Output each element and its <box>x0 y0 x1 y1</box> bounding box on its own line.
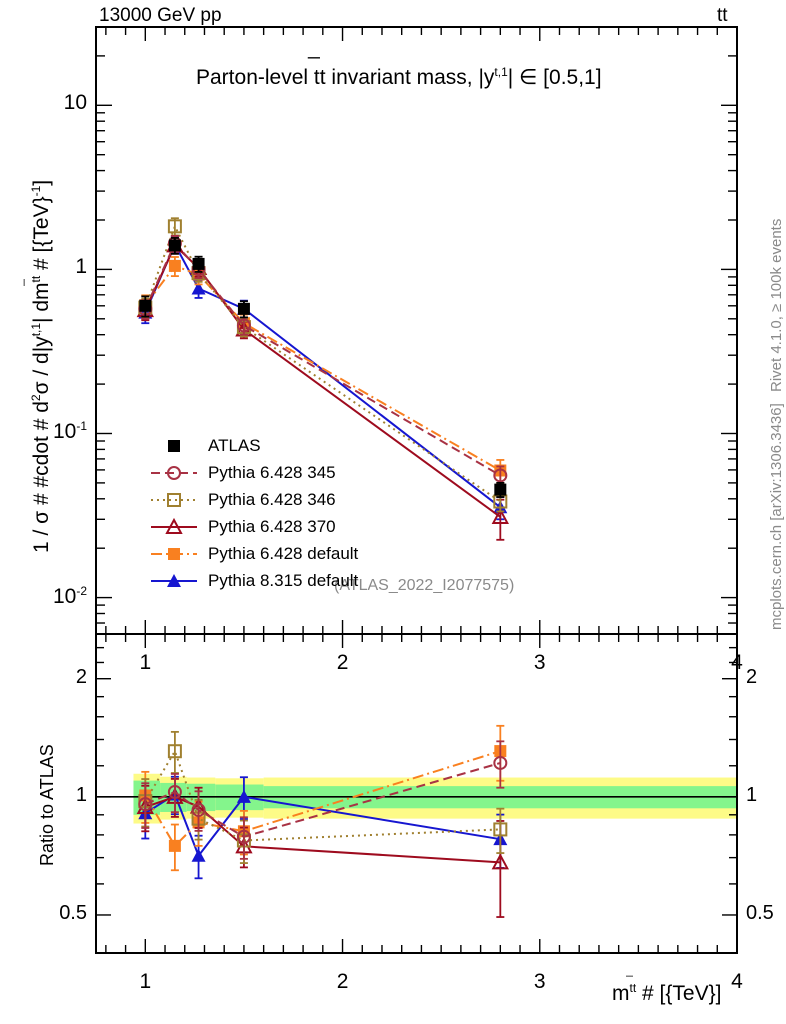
header-right-ttbar: ̅tt <box>717 5 728 26</box>
legend-label: Pythia 8.315 default <box>208 571 359 590</box>
data-marker <box>168 839 181 852</box>
data-marker <box>191 281 206 295</box>
data-marker <box>168 547 180 560</box>
data-marker <box>167 219 182 234</box>
data-marker <box>167 492 181 507</box>
data-marker <box>493 755 508 770</box>
data-marker <box>167 465 181 480</box>
main-series-group <box>136 217 509 541</box>
ratio-y-tick-label: 0.5 <box>59 901 87 924</box>
data-marker <box>168 439 180 452</box>
x-tick-label: 2 <box>336 651 349 674</box>
ratio-panel-frame <box>95 633 738 954</box>
data-marker <box>168 239 181 252</box>
data-marker <box>236 829 251 844</box>
data-marker <box>167 784 182 799</box>
legend-swatch <box>150 543 198 565</box>
ratio-x-tick-label: 1 <box>139 970 152 993</box>
x-tick-label: 4 <box>731 651 743 674</box>
legend-swatch <box>150 462 198 484</box>
data-marker <box>191 848 206 862</box>
legend-swatch <box>150 489 198 511</box>
ratio-series-line <box>144 748 501 842</box>
y-tick-label: 10 <box>63 91 87 115</box>
data-marker <box>165 517 183 534</box>
data-marker <box>491 853 509 870</box>
legend-item-3: Pythia 6.428 370 <box>150 513 358 540</box>
data-marker <box>236 789 251 803</box>
legend-swatch <box>150 570 198 592</box>
data-marker <box>192 257 205 270</box>
plot-title: Parton-level ̅tt invariant mass, |yt,1| … <box>196 65 602 89</box>
y-tick-label: 10-1 <box>52 419 87 444</box>
watermark-label: (ATLAS_2022_I2077575) <box>334 577 515 594</box>
ratio-y-tick-label-right: 0.5 <box>746 901 774 924</box>
ratio-y-tick-label: 2 <box>75 665 87 688</box>
data-marker <box>491 507 509 524</box>
data-marker <box>493 822 508 837</box>
data-marker <box>167 744 182 759</box>
x-tick-label: 1 <box>139 651 152 674</box>
x-axis-label: m̅tt # [{TeV}] <box>612 981 722 1005</box>
ratio-series-group <box>136 724 509 918</box>
legend-label: Pythia 6.428 345 <box>208 463 336 482</box>
legend-item-0: ATLAS <box>150 432 358 459</box>
legend-item-2: Pythia 6.428 346 <box>150 486 358 513</box>
data-marker <box>167 573 181 587</box>
y-tick-label: 10-2 <box>52 583 87 608</box>
header-left: 13000 GeV pp <box>99 5 222 26</box>
data-marker <box>494 483 507 496</box>
data-marker <box>138 797 153 812</box>
legend-label: Pythia 6.428 346 <box>208 490 336 509</box>
ratio-y-tick-label: 1 <box>75 783 87 806</box>
x-tick-label: 3 <box>533 651 546 674</box>
ratio-y-tick-label-right: 2 <box>746 665 758 688</box>
data-marker <box>236 318 251 333</box>
legend-label: Pythia 6.428 370 <box>208 517 336 536</box>
data-marker <box>168 259 181 272</box>
ratio-x-tick-label: 3 <box>533 970 546 993</box>
ratio-x-tick-label: 4 <box>731 970 743 993</box>
legend-label: Pythia 6.428 default <box>208 544 359 563</box>
series-line <box>144 264 501 472</box>
legend-item-4: Pythia 6.428 default <box>150 540 358 567</box>
legend-swatch <box>150 516 198 538</box>
legend-label: ATLAS <box>208 436 261 455</box>
ratio-x-tick-label: 2 <box>336 970 349 993</box>
legend-item-1: Pythia 6.428 345 <box>150 459 358 486</box>
legend-item-5: Pythia 8.315 default <box>150 567 358 594</box>
legend: ATLAS Pythia 6.428 345 Pythia 6.428 346 Pyt… <box>150 432 358 594</box>
data-marker <box>139 299 152 312</box>
legend-swatch <box>150 435 198 457</box>
data-marker <box>237 302 250 315</box>
y-tick-label: 1 <box>75 255 87 279</box>
data-marker <box>191 802 206 817</box>
data-marker <box>493 468 508 483</box>
ratio-y-tick-label-right: 1 <box>746 783 758 806</box>
